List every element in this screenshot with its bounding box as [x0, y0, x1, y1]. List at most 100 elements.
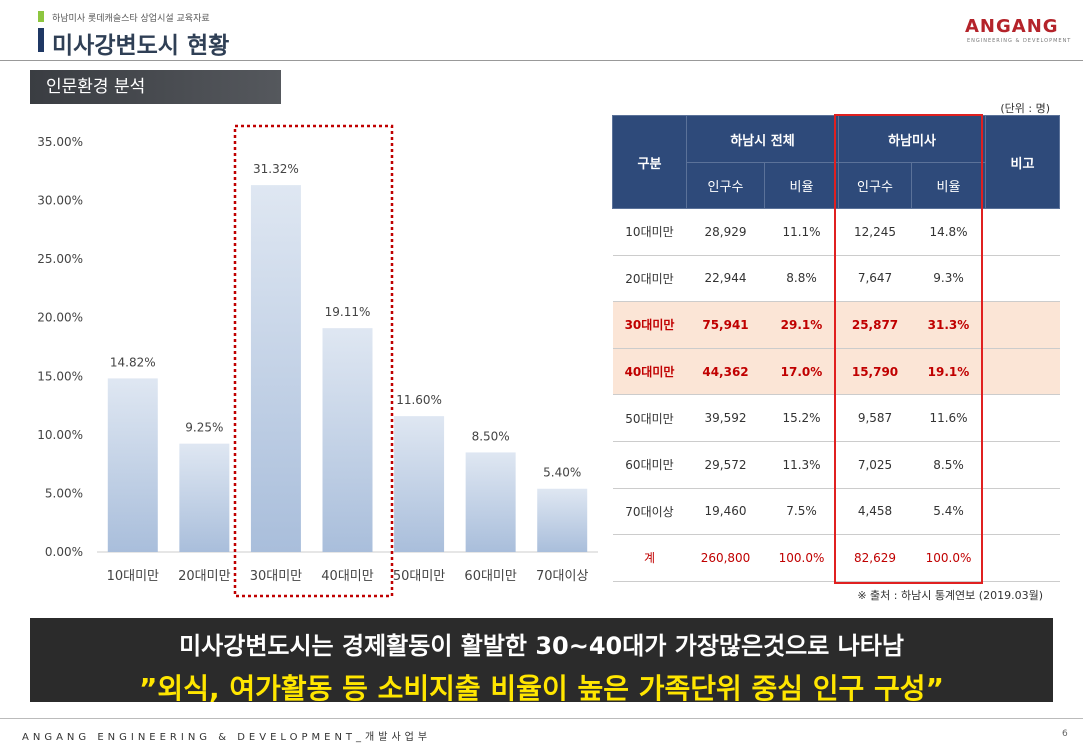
- y-tick-label: 25.00%: [37, 252, 83, 266]
- table-cell: 10대미만: [612, 208, 687, 256]
- table-cell: 8.5%: [911, 441, 986, 489]
- data-label: 19.11%: [325, 305, 371, 319]
- table-cell: 30대미만: [612, 301, 687, 349]
- y-tick-label: 10.00%: [37, 428, 83, 442]
- highlight-box: [233, 124, 394, 598]
- table-cell: 7.5%: [764, 488, 839, 536]
- table-cell: 40대미만: [612, 348, 687, 396]
- table-cell: 11.1%: [764, 208, 839, 256]
- table-row: 계 260,800 100.0% 82,629 100.0%: [612, 534, 1060, 582]
- table-row: 10대미만 28,929 11.1% 12,245 14.8%: [612, 208, 1060, 256]
- banner: 미사강변도시는 경제활동이 활발한 30~40대가 가장많은것으로 나타남 ”외…: [30, 618, 1053, 705]
- table-cell: 75,941: [686, 301, 765, 349]
- table-row: 20대미만 22,944 8.8% 7,647 9.3%: [612, 255, 1060, 303]
- data-label: 5.40%: [543, 466, 581, 480]
- table-cell: 19,460: [686, 488, 765, 536]
- breadcrumb: 하남미사 롯데캐슬스타 상업시설 교육자료: [52, 14, 210, 24]
- table-cell: [985, 441, 1060, 489]
- accent: [38, 28, 44, 52]
- header-row: 구분 하남시 전체 하남미사 비고: [612, 115, 1060, 209]
- table-row: 30대미만 75,941 29.1% 25,877 31.3%: [612, 301, 1060, 349]
- bar: [250, 185, 301, 552]
- page-title: 미사강변도시 현황: [52, 33, 230, 59]
- table-cell: 19.1%: [911, 348, 986, 396]
- table-row: 40대미만 44,362 17.0% 15,790 19.1%: [612, 348, 1060, 396]
- divider: [0, 718, 1083, 719]
- table-cell: 9.3%: [911, 255, 986, 303]
- table-cell: 39,592: [686, 394, 765, 442]
- x-tick-label: 20대미만: [178, 569, 230, 584]
- header-row: 인구수 비율 인구수 비율: [613, 162, 1060, 209]
- data-label: 11.60%: [396, 393, 442, 407]
- banner-line: ”외식, 여가활동 등 소비지출 비율이 높은 가족단위 중심 인구 구성”: [139, 672, 944, 705]
- table-cell: [985, 394, 1060, 442]
- accent: [38, 11, 44, 22]
- table-row: 50대미만 39,592 15.2% 9,587 11.6%: [612, 394, 1060, 442]
- table-cell: 15,790: [838, 348, 912, 396]
- x-tick-label: 60대미만: [464, 569, 516, 584]
- y-tick-label: 15.00%: [37, 369, 83, 383]
- table-cell: [985, 534, 1060, 582]
- header-cell: 하남미사: [838, 115, 986, 163]
- table-cell: 25,877: [838, 301, 912, 349]
- y-tick-label: 0.00%: [45, 545, 83, 559]
- y-tick-label: 35.00%: [37, 135, 83, 149]
- table-cell: 9,587: [838, 394, 912, 442]
- data-label: 9.25%: [185, 421, 223, 435]
- table-cell: 100.0%: [911, 534, 986, 582]
- x-tick-label: 10대미만: [107, 569, 159, 584]
- x-tick-label: 30대미만: [250, 569, 302, 584]
- table-cell: 82,629: [838, 534, 912, 582]
- table-cell: [985, 348, 1060, 396]
- table-cell: 7,647: [838, 255, 912, 303]
- table-cell: 7,025: [838, 441, 912, 489]
- table-cell: 11.3%: [764, 441, 839, 489]
- bar: [322, 328, 373, 552]
- bar: [465, 452, 516, 552]
- header-cell: 구분: [612, 115, 687, 209]
- table-cell: 22,944: [686, 255, 765, 303]
- unit: (단위 : 명): [1000, 102, 1050, 115]
- table-cell: 14.8%: [911, 208, 986, 256]
- table-cell: 44,362: [686, 348, 765, 396]
- x-tick-label: 50대미만: [393, 569, 445, 584]
- table-cell: 20대미만: [612, 255, 687, 303]
- table-cell: [985, 301, 1060, 349]
- y-tick-label: 5.00%: [45, 486, 83, 500]
- table-cell: 8.8%: [764, 255, 839, 303]
- logo: ANGANG: [965, 16, 1059, 37]
- header-cell: 인구수: [838, 162, 912, 209]
- table-cell: [985, 488, 1060, 536]
- table-cell: 70대이상: [612, 488, 687, 536]
- table-cell: 50대미만: [612, 394, 687, 442]
- table: 구분 하남시 전체 하남미사 비고 인구수 비율 인구수 비율 10대미만 28,929 11.1%…: [612, 115, 1060, 582]
- bar: [537, 488, 588, 552]
- table-cell: 60대미만: [612, 441, 687, 489]
- divider: [0, 60, 1083, 61]
- chart: 0.00% 5.00% 10.00% 15.00% 20.00% 25.00% 30.00%…: [37, 124, 598, 598]
- table-row: 70대이상 19,460 7.5% 4,458 5.4%: [612, 488, 1060, 536]
- table-cell: 15.2%: [764, 394, 839, 442]
- table-cell: 12,245: [838, 208, 912, 256]
- header-cell: 비율: [764, 162, 839, 209]
- header-cell: 인구수: [686, 162, 765, 209]
- bar: [107, 378, 158, 552]
- header-cell: 비고: [985, 115, 1060, 209]
- table-cell: 계: [612, 534, 687, 582]
- table-cell: 260,800: [686, 534, 765, 582]
- logo-sub: ENGINEERING & DEVELOPMENT: [967, 38, 1072, 44]
- header-cell: 하남시 전체: [686, 115, 839, 163]
- table-cell: 29,572: [686, 441, 765, 489]
- banner-line: 미사강변도시는 경제활동이 활발한 30~40대가 가장많은것으로 나타남: [179, 632, 904, 660]
- table-cell: 4,458: [838, 488, 912, 536]
- bar: [394, 416, 445, 552]
- bar: [179, 443, 230, 552]
- table-cell: 29.1%: [764, 301, 839, 349]
- data-label: 8.50%: [472, 429, 510, 443]
- table-cell: 31.3%: [911, 301, 986, 349]
- y-tick-label: 20.00%: [37, 311, 83, 325]
- header-cell: 비율: [911, 162, 986, 209]
- data-label: 14.82%: [110, 355, 156, 369]
- highlight-box: [834, 114, 983, 584]
